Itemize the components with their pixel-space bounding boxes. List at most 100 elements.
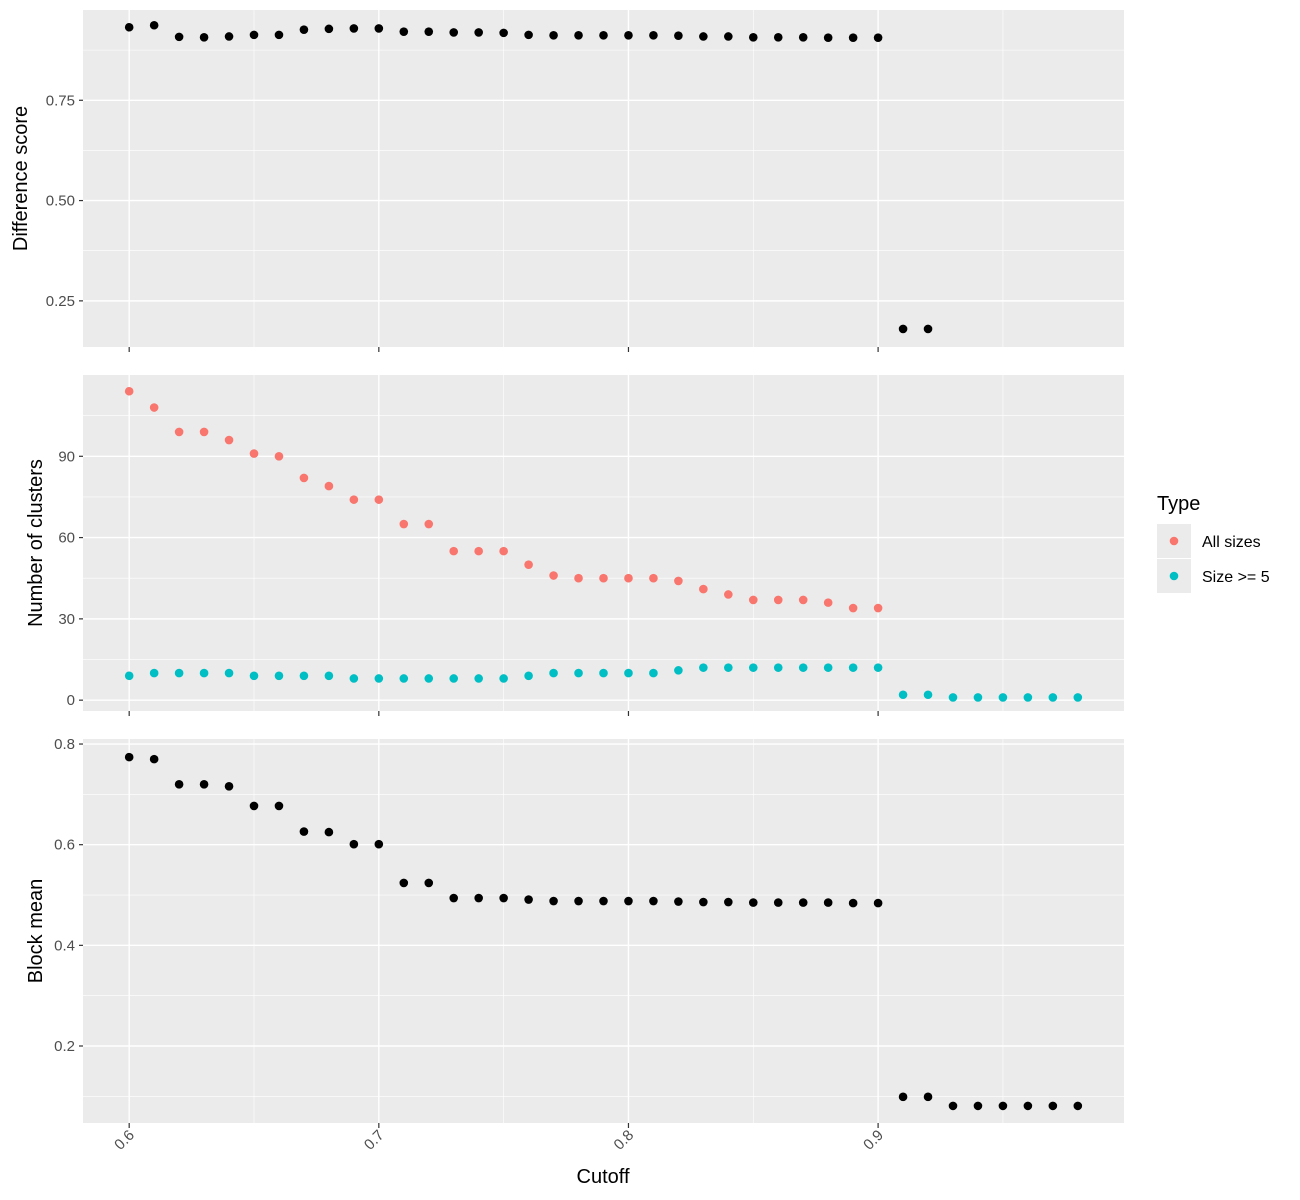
data-point (124, 671, 134, 681)
data-point (624, 896, 633, 906)
data-point (823, 898, 833, 907)
data-point (399, 519, 409, 529)
data-point (449, 893, 459, 903)
data-point (998, 693, 1008, 702)
data-point (499, 674, 508, 683)
data-point (574, 30, 583, 40)
y-tick-label: 60 (58, 530, 75, 547)
panels-layer: 0.25 0.50 0.75 Difference score 0 30 60 90 Numbe… (10, 10, 1124, 1154)
data-point (449, 674, 459, 683)
data-point (249, 671, 259, 681)
data-point (624, 30, 633, 40)
data-point (299, 671, 309, 681)
data-point (474, 893, 483, 903)
x-tick-label: 0.9 (860, 1127, 887, 1154)
data-point (748, 32, 758, 42)
data-point (724, 590, 733, 599)
y-axis-title: Number of clusters (25, 459, 47, 627)
data-point (199, 427, 209, 437)
data-point (674, 576, 683, 586)
data-point (399, 27, 409, 36)
x-tick-label: 0.8 (611, 1127, 638, 1154)
data-point (199, 32, 209, 42)
data-point (773, 663, 783, 672)
y-tick-label: 30 (58, 611, 75, 628)
data-point (873, 663, 883, 672)
y-tick-label: 0.8 (54, 736, 75, 753)
data-point (823, 663, 833, 672)
data-point (274, 801, 284, 811)
data-point (374, 674, 384, 683)
data-point (174, 32, 184, 42)
data-point (199, 668, 209, 678)
data-point (424, 27, 434, 36)
data-point (424, 878, 434, 888)
data-point (299, 25, 309, 34)
data-point (474, 28, 483, 37)
data-point (798, 32, 808, 42)
data-point (699, 584, 708, 594)
data-point (174, 427, 184, 437)
data-point (1073, 1101, 1083, 1111)
data-point (274, 30, 284, 40)
data-point (574, 573, 583, 583)
data-point (274, 671, 284, 681)
data-point (1048, 1101, 1058, 1111)
data-point (649, 573, 658, 583)
y-tick-label: 0.4 (54, 937, 75, 954)
data-point (798, 898, 808, 907)
data-point (898, 690, 908, 700)
data-point (124, 752, 134, 762)
y-tick-label: 0.75 (46, 92, 75, 109)
data-point (249, 801, 259, 811)
data-point (898, 324, 908, 334)
data-point (574, 668, 583, 678)
data-point (449, 546, 459, 556)
data-point (1073, 693, 1083, 702)
series-clusters-1 (124, 663, 1083, 702)
data-point (224, 668, 234, 678)
legend-label-all-sizes: All sizes (1202, 534, 1261, 551)
data-point (549, 30, 558, 40)
data-point (748, 663, 758, 672)
panel-blockmean: 0.2 0.4 0.6 0.8 Block mean (25, 736, 1124, 1128)
data-point (349, 674, 359, 683)
data-point (499, 28, 508, 38)
data-point (599, 668, 608, 678)
data-point (124, 386, 134, 396)
data-point (549, 571, 558, 580)
data-point (474, 674, 483, 683)
legend-key-all-sizes (1169, 536, 1179, 546)
data-point (324, 24, 334, 34)
data-point (724, 663, 733, 672)
data-point (1023, 693, 1033, 702)
data-point (748, 595, 758, 605)
data-point (224, 435, 234, 445)
data-point (524, 30, 533, 40)
data-point (149, 754, 159, 764)
data-point (848, 663, 858, 672)
panel-background (83, 739, 1124, 1123)
data-point (374, 839, 384, 849)
y-tick-label: 90 (58, 448, 75, 465)
data-point (424, 674, 434, 683)
data-point (873, 898, 883, 908)
data-point (948, 1101, 958, 1111)
data-point (399, 878, 409, 888)
y-axis-title: Difference score (10, 106, 32, 251)
data-point (549, 896, 558, 906)
data-point (224, 32, 234, 41)
data-point (624, 668, 633, 678)
legend: Type All sizes Size >= 5 (1157, 493, 1270, 593)
y-axis-title: Block mean (25, 879, 47, 984)
x-tick-label: 0.7 (361, 1127, 388, 1154)
x-tick-label: 0.6 (111, 1127, 138, 1154)
y-tick-label: 0 (67, 692, 75, 709)
data-point (998, 1101, 1008, 1111)
data-point (848, 33, 858, 42)
data-point (524, 560, 533, 569)
data-point (299, 473, 309, 483)
data-point (199, 779, 209, 789)
data-point (848, 603, 858, 613)
data-point (699, 663, 708, 672)
